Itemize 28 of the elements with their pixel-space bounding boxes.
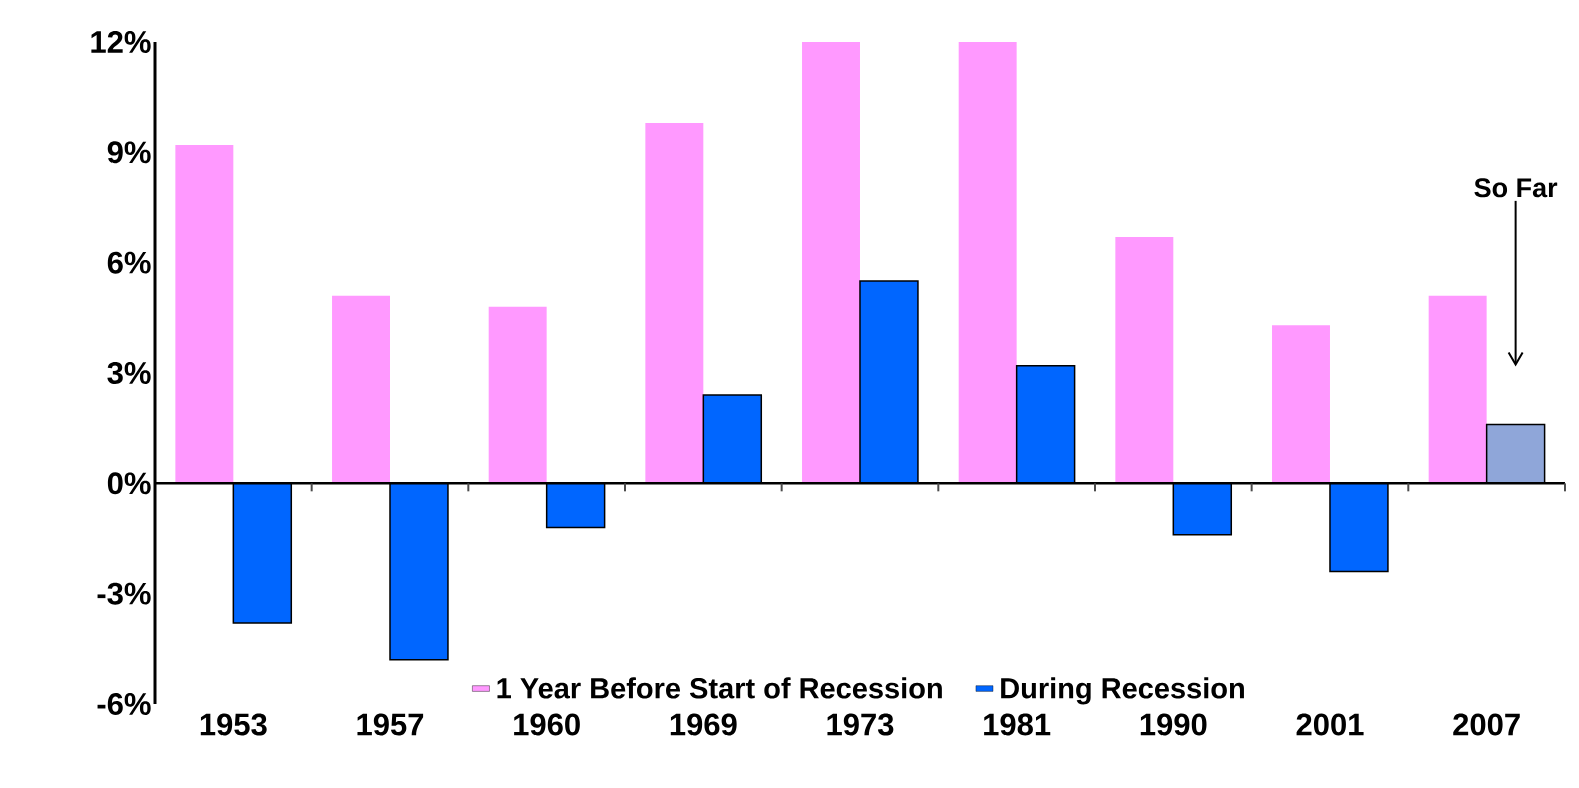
annotation: So Far	[1474, 178, 1558, 198]
bar	[1272, 325, 1330, 484]
y-tick-label: 9%	[107, 141, 151, 164]
x-tick-label: 1957	[357, 713, 424, 736]
bar	[1115, 236, 1174, 484]
y-tick-label: 3%	[107, 362, 151, 384]
y-tick-label: -3%	[97, 582, 151, 605]
x-tick-label: 1990	[1140, 713, 1207, 736]
y-tick-label: -6%	[97, 693, 151, 715]
x-tick-label: 1973	[827, 713, 894, 736]
x-tick-label: 2007	[1453, 713, 1520, 736]
y-tick-label: 6%	[107, 251, 151, 274]
x-tick-label: 1953	[200, 713, 267, 736]
x-tick-label: 2001	[1296, 713, 1364, 736]
y-tick-label: 12%	[91, 31, 151, 53]
bar	[645, 122, 704, 484]
y-tick-label: 0%	[107, 472, 151, 495]
x-tick-label: 1981	[984, 713, 1051, 736]
bar	[488, 306, 547, 484]
bar	[802, 42, 860, 484]
bar	[1428, 295, 1487, 484]
bar	[332, 295, 390, 484]
bar	[958, 42, 1017, 484]
x-tick-label: 1969	[670, 713, 737, 736]
bar	[175, 144, 234, 484]
legend-label: 1 Year Before Start of Recession	[497, 677, 942, 699]
x-tick-label: 1960	[514, 713, 580, 736]
legend-label: During Recession	[1001, 677, 1244, 705]
